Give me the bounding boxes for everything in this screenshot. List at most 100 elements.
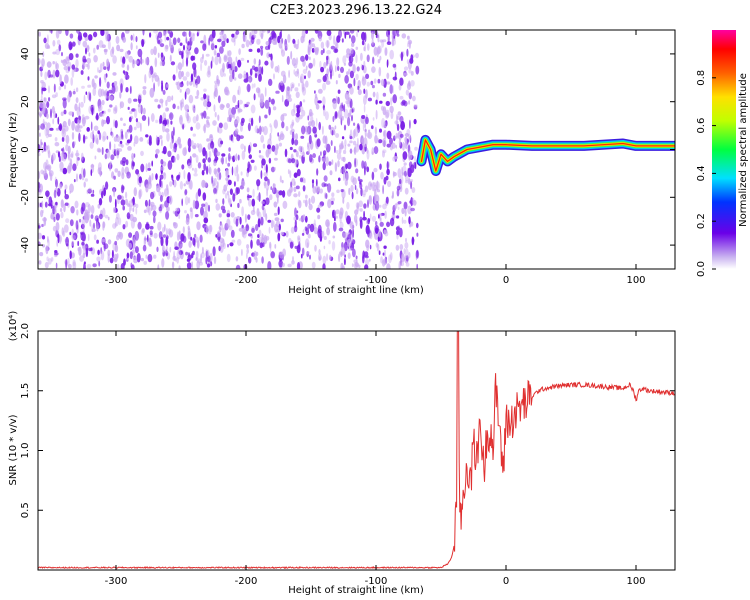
noise-speck — [340, 246, 346, 256]
noise-speck — [153, 46, 157, 56]
noise-speck — [392, 76, 398, 81]
noise-speck — [196, 89, 200, 97]
noise-speck — [326, 227, 330, 236]
noise-speck — [144, 74, 147, 84]
noise-speck — [89, 141, 94, 149]
noise-speck — [93, 82, 97, 90]
noise-speck — [409, 179, 414, 183]
noise-speck — [57, 151, 61, 158]
noise-speck — [114, 168, 119, 173]
colorbar: 0.00.20.40.60.8 Normalized spectral ampl… — [696, 30, 749, 277]
noise-speck — [382, 150, 385, 158]
noise-speck — [337, 96, 340, 105]
noise-speck — [404, 248, 409, 258]
noise-speck — [373, 146, 379, 155]
noise-speck — [87, 76, 90, 81]
noise-speck — [162, 112, 167, 121]
noise-speck — [295, 57, 299, 66]
noise-speck — [314, 133, 318, 138]
noise-speck — [244, 213, 247, 223]
noise-speck — [103, 110, 107, 115]
noise-speck — [119, 91, 122, 99]
noise-speck — [253, 34, 257, 39]
noise-speck — [398, 227, 403, 238]
noise-speck — [137, 103, 141, 108]
noise-speck — [405, 262, 410, 267]
noise-speck — [194, 47, 199, 55]
noise-speck — [71, 64, 76, 70]
noise-speck — [265, 181, 270, 191]
noise-speck — [107, 216, 110, 221]
noise-speck — [403, 170, 407, 177]
noise-speck — [236, 238, 242, 246]
noise-speck — [240, 57, 245, 62]
noise-speck — [144, 57, 150, 65]
noise-speck — [219, 31, 223, 36]
noise-speck — [296, 244, 301, 254]
noise-speck — [395, 132, 399, 139]
noise-speck — [336, 215, 338, 219]
noise-speck — [47, 144, 50, 155]
noise-speck — [56, 39, 61, 45]
noise-speck — [227, 152, 231, 162]
noise-speck — [56, 239, 58, 247]
noise-speck — [195, 95, 199, 99]
noise-speck — [169, 246, 172, 253]
noise-speck — [290, 181, 293, 188]
noise-speck — [184, 210, 187, 214]
noise-speck — [292, 255, 294, 262]
noise-speck — [318, 35, 323, 42]
noise-speck — [260, 201, 265, 204]
noise-speck — [142, 30, 145, 36]
noise-speck — [315, 178, 318, 187]
y-tick-label: 2.0 — [20, 323, 31, 339]
noise-speck — [401, 33, 407, 39]
noise-speck — [348, 55, 354, 64]
noise-speck — [190, 73, 194, 83]
noise-speck — [201, 169, 205, 176]
noise-speck — [284, 148, 288, 158]
noise-speck — [335, 95, 338, 104]
noise-speck — [398, 84, 402, 91]
noise-speck — [87, 34, 93, 41]
colorbar-label: Normalized spectral amplitude — [738, 73, 749, 227]
noise-speck — [65, 134, 70, 145]
noise-speck — [142, 244, 147, 252]
noise-speck — [169, 30, 174, 38]
noise-speck — [59, 161, 64, 171]
noise-speck — [290, 226, 295, 234]
noise-speck — [65, 144, 69, 152]
noise-speck — [337, 109, 343, 120]
noise-speck — [167, 150, 172, 157]
noise-speck — [342, 156, 346, 163]
noise-speck — [147, 177, 152, 185]
noise-speck — [366, 147, 369, 154]
noise-speck — [184, 91, 187, 100]
noise-speck — [187, 162, 193, 169]
noise-speck — [265, 41, 270, 46]
noise-speck — [237, 89, 240, 96]
noise-speck — [366, 132, 371, 138]
noise-speck — [127, 146, 132, 151]
noise-speck — [64, 74, 69, 84]
noise-speck — [372, 117, 375, 121]
noise-speck — [280, 70, 286, 77]
colorbar-tick-label: 0.2 — [696, 213, 707, 229]
noise-speck — [323, 245, 326, 250]
noise-speck — [202, 110, 207, 119]
noise-speck — [407, 167, 412, 178]
noise-speck — [340, 168, 343, 174]
noise-speck — [61, 124, 65, 135]
noise-speck — [214, 55, 219, 66]
noise-speck — [277, 206, 280, 215]
noise-speck — [250, 159, 255, 163]
noise-speck — [191, 261, 194, 269]
noise-speck — [407, 205, 412, 215]
noise-speck — [89, 92, 92, 102]
noise-speck — [101, 238, 106, 242]
noise-speck — [359, 182, 363, 190]
noise-speck — [405, 255, 409, 262]
noise-speck — [311, 261, 316, 269]
noise-speck — [243, 73, 247, 80]
noise-speck — [143, 209, 147, 214]
